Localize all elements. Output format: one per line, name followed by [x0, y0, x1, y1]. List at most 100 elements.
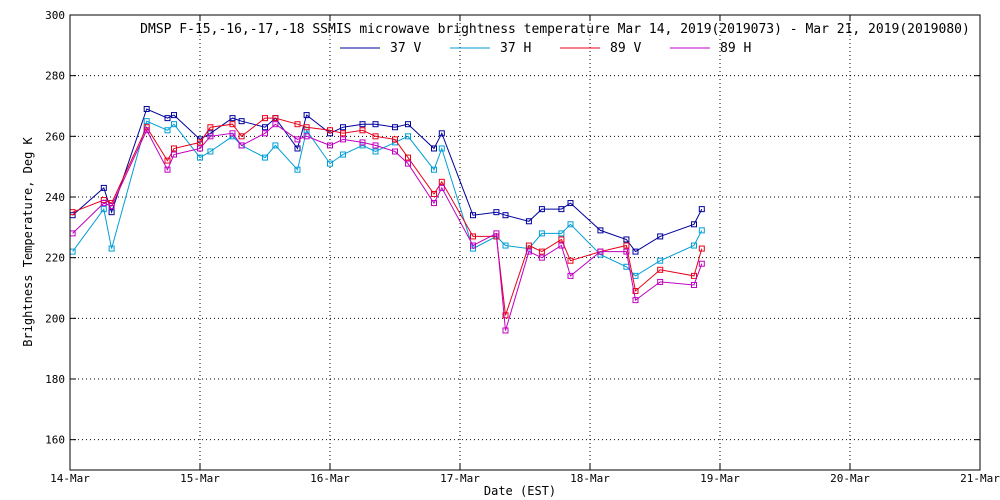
data-point	[143, 118, 150, 125]
data-point	[405, 121, 411, 128]
data-point	[558, 236, 565, 243]
data-point	[207, 133, 214, 140]
data-point	[502, 312, 509, 319]
data-point	[262, 154, 268, 161]
data-point	[340, 130, 346, 137]
legend-item: 89 H	[670, 41, 751, 56]
data-point	[372, 148, 379, 155]
y-tick-label: 220	[45, 252, 65, 265]
data-point	[558, 230, 565, 237]
x-tick-label: 21-Mar	[960, 472, 1000, 485]
data-point	[538, 248, 545, 255]
data-point	[405, 160, 411, 167]
data-point	[327, 127, 333, 134]
data-point	[303, 124, 310, 131]
data-point	[538, 230, 545, 237]
data-point	[197, 139, 203, 146]
data-point	[623, 248, 630, 255]
data-point	[372, 121, 379, 128]
data-point	[698, 260, 705, 267]
series-line	[72, 123, 703, 331]
data-point	[502, 242, 509, 249]
data-point	[405, 154, 411, 161]
data-point	[229, 121, 236, 128]
data-point	[303, 112, 310, 119]
y-tick-label: 260	[45, 130, 65, 143]
series-line	[72, 117, 703, 316]
data-point	[164, 157, 171, 164]
data-point	[698, 245, 705, 252]
data-point	[470, 212, 476, 219]
data-point	[171, 121, 177, 128]
data-point	[691, 272, 697, 279]
data-point	[502, 327, 509, 334]
data-point	[431, 166, 437, 173]
data-point	[392, 136, 398, 143]
x-tick-label: 14-Mar	[50, 472, 90, 485]
data-point	[502, 212, 509, 219]
data-point	[359, 139, 366, 146]
data-point	[392, 124, 398, 131]
data-point	[100, 200, 107, 207]
data-point	[698, 206, 705, 213]
data-point	[340, 151, 346, 158]
series-line	[72, 108, 703, 253]
data-point	[303, 127, 310, 134]
x-tick-label: 17-Mar	[440, 472, 480, 485]
y-tick-label: 280	[45, 70, 65, 83]
y-tick-label: 180	[45, 373, 65, 386]
data-point	[238, 118, 245, 125]
data-point	[207, 148, 214, 155]
data-point	[207, 124, 214, 131]
legend-label: 37 H	[500, 41, 531, 56]
data-point	[657, 233, 664, 240]
data-point	[470, 242, 476, 249]
legend: 37 V 37 H 89 V 89 H	[340, 41, 751, 56]
x-tick-label: 16-Mar	[310, 472, 350, 485]
data-point	[431, 190, 437, 197]
data-point	[359, 121, 366, 128]
data-point	[262, 115, 268, 122]
data-point	[108, 203, 115, 210]
data-point	[567, 257, 574, 264]
data-point	[567, 221, 574, 228]
series-2	[69, 118, 705, 279]
data-point	[525, 218, 532, 225]
data-point	[597, 227, 604, 234]
data-point	[294, 145, 301, 152]
data-point	[538, 254, 545, 261]
data-point	[525, 248, 532, 255]
data-point	[632, 297, 639, 304]
data-point	[197, 154, 203, 161]
series-line	[72, 120, 703, 277]
data-point	[438, 130, 445, 137]
data-point	[632, 288, 639, 295]
data-point	[229, 115, 236, 122]
data-point	[438, 184, 445, 191]
x-tick-label: 15-Mar	[180, 472, 220, 485]
y-tick-label: 300	[45, 9, 65, 22]
data-point	[238, 133, 245, 140]
y-axis-label: Brightness Temperature, Deg K	[21, 136, 35, 346]
data-point	[372, 142, 379, 149]
series-group	[69, 106, 705, 334]
data-point	[558, 242, 565, 249]
data-point	[698, 227, 705, 234]
data-point	[340, 136, 346, 143]
data-point	[525, 242, 532, 249]
data-point	[438, 178, 445, 185]
data-point	[197, 145, 203, 152]
grid	[70, 15, 980, 470]
data-point	[272, 142, 279, 149]
data-point	[229, 130, 236, 137]
chart-title: DMSP F-15,-16,-17,-18 SSMIS microwave br…	[140, 22, 970, 37]
data-point	[691, 242, 697, 249]
series-1	[69, 106, 705, 255]
data-point	[623, 236, 630, 243]
data-point	[597, 248, 604, 255]
series-4	[69, 121, 705, 334]
data-point	[470, 233, 476, 240]
data-point	[100, 197, 107, 204]
data-point	[405, 133, 411, 140]
